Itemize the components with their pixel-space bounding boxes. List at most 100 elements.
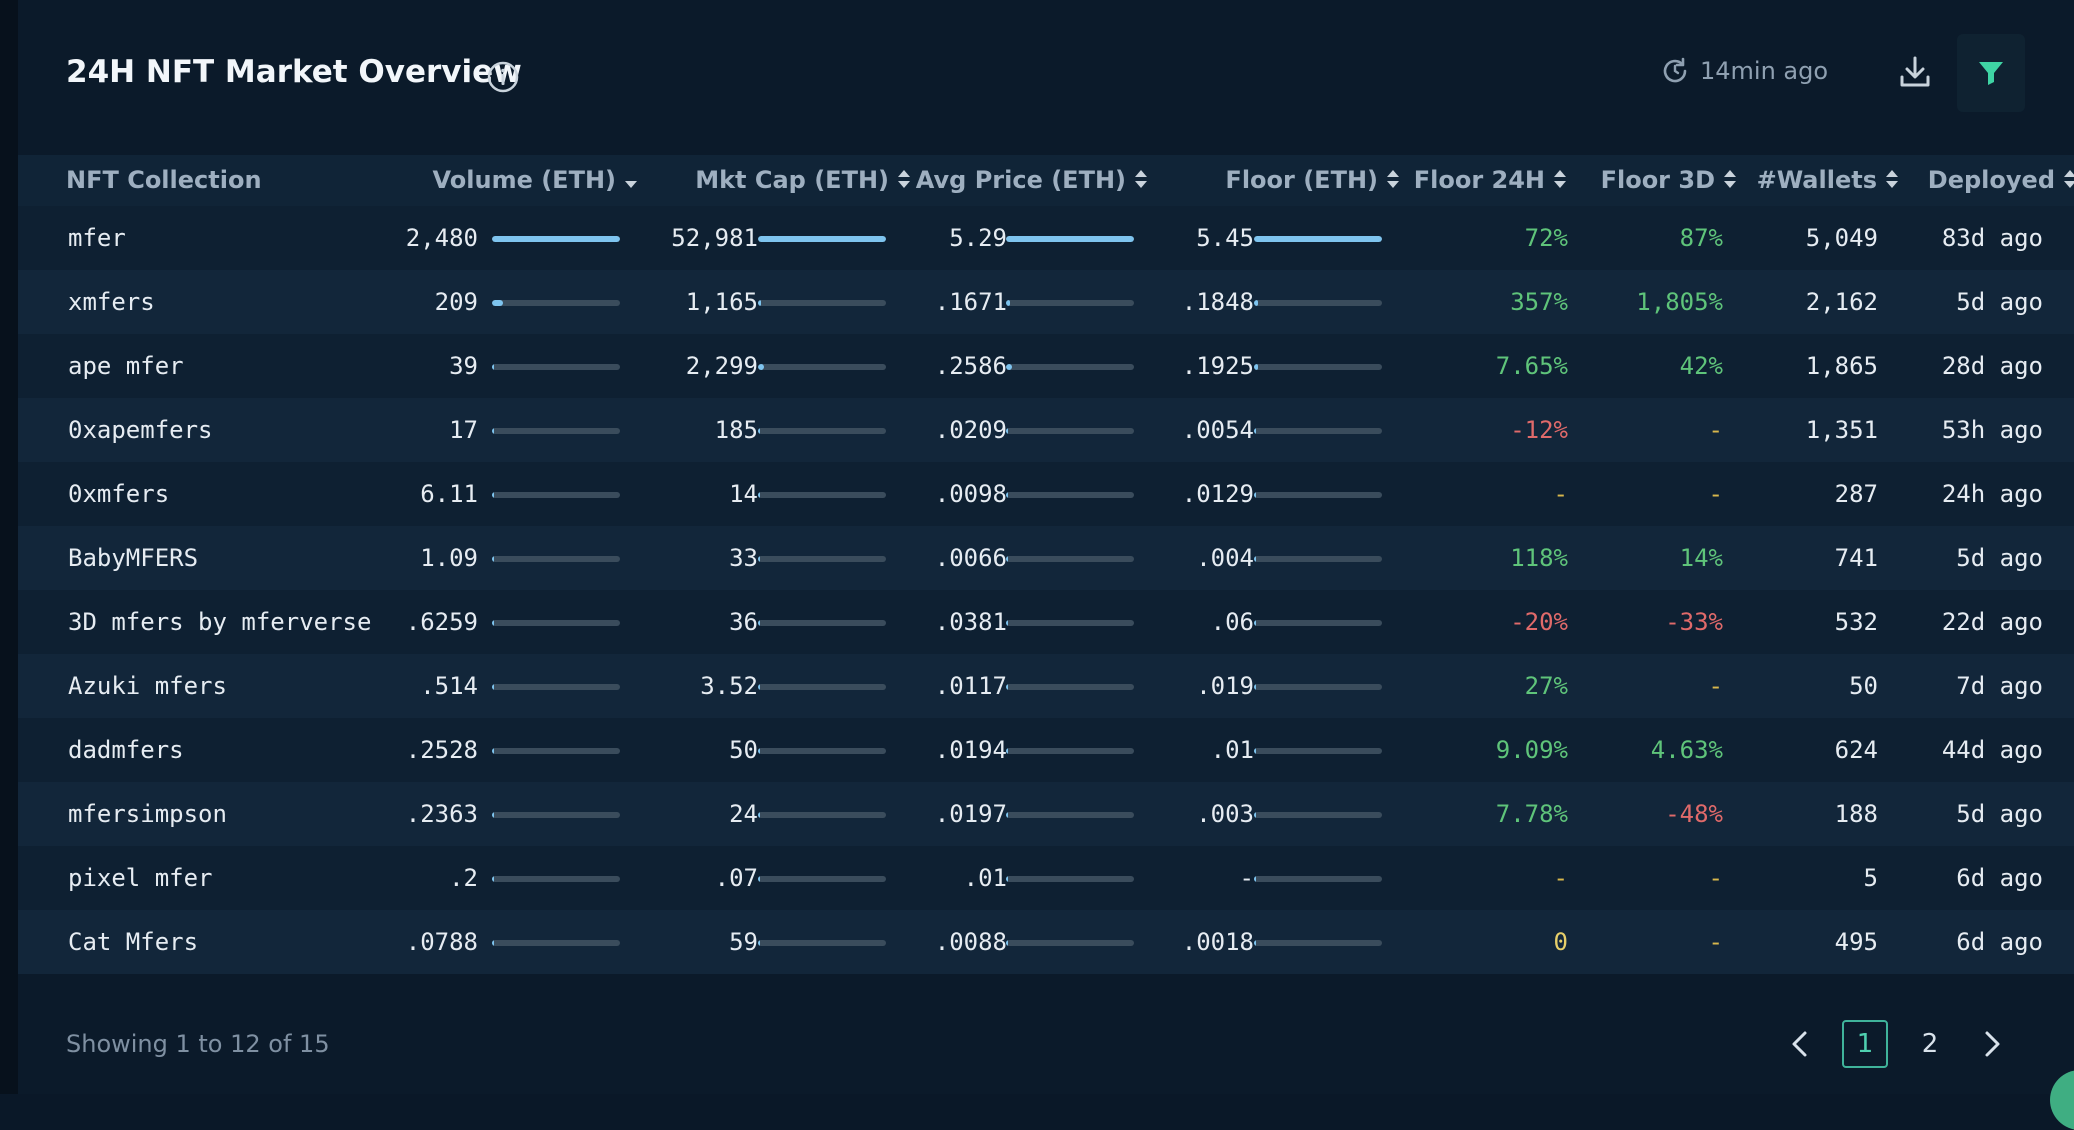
mktcap-bar-fill (758, 812, 760, 818)
volume-bar (492, 812, 620, 818)
cell-wallets: 2,162 (1805, 288, 1878, 316)
cell-name[interactable]: dadmfers (68, 736, 184, 764)
mktcap-bar (758, 492, 886, 498)
download-icon[interactable] (1895, 52, 1935, 92)
cell-volume: .0788 (405, 928, 478, 956)
page-1-button[interactable]: 1 (1842, 1020, 1888, 1068)
filter-button[interactable] (1957, 34, 2025, 112)
cell-f24: -12% (1510, 416, 1568, 444)
page-2-button[interactable]: 2 (1921, 1029, 1939, 1059)
cell-mktcap: 50 (729, 736, 758, 764)
cell-name[interactable]: 0xmfers (68, 480, 170, 508)
floor-bar (1254, 812, 1382, 818)
cell-name[interactable]: BabyMFERS (68, 544, 199, 572)
cell-avg: .0066 (934, 544, 1007, 572)
cell-deployed: 22d ago (1941, 608, 2043, 636)
column-header-4[interactable]: Floor (ETH) (1018, 155, 1400, 206)
mktcap-bar-fill (758, 748, 760, 754)
avg-bar (1006, 492, 1134, 498)
floor-bar-fill (1254, 300, 1259, 306)
floor-bar (1254, 620, 1382, 626)
volume-bar (492, 876, 620, 882)
column-header-1[interactable]: Volume (ETH) (318, 155, 638, 206)
column-header-2[interactable]: Mkt Cap (ETH) (578, 155, 911, 206)
avg-bar-fill (1006, 236, 1134, 242)
left-edge (0, 0, 18, 1094)
cell-avg: .0194 (934, 736, 1007, 764)
refresh-status[interactable]: 14min ago (1660, 56, 1828, 86)
cell-f24: 7.65% (1495, 352, 1568, 380)
cell-name[interactable]: pixel mfer (68, 864, 213, 892)
cell-f3d: - (1708, 672, 1723, 700)
table-row[interactable]: Azuki mfers .514 3.52 .0117 .019 27% - 50 7d ago (18, 654, 2074, 718)
cell-name[interactable]: mfersimpson (68, 800, 227, 828)
cell-mktcap: 2,299 (685, 352, 758, 380)
floor-bar-fill (1254, 364, 1259, 370)
floor-bar (1254, 556, 1382, 562)
cell-avg: .01 (963, 864, 1007, 892)
cell-f24: 357% (1510, 288, 1568, 316)
chevron-right-icon (1985, 1031, 2000, 1057)
mktcap-bar (758, 620, 886, 626)
floor-bar (1254, 940, 1382, 946)
cell-volume: .514 (420, 672, 478, 700)
info-icon[interactable] (486, 60, 520, 94)
column-header-7[interactable]: #Wallets (1658, 155, 1899, 206)
avg-bar (1006, 876, 1134, 882)
column-header-8[interactable]: Deployed (1858, 155, 2074, 206)
volume-bar (492, 492, 620, 498)
cell-name[interactable]: mfer (68, 224, 126, 252)
table-row[interactable]: ape mfer 39 2,299 .2586 .1925 7.65% 42% 1,865 28… (18, 334, 2074, 398)
cell-wallets: 188 (1834, 800, 1878, 828)
cell-avg: 5.29 (949, 224, 1007, 252)
volume-bar (492, 748, 620, 754)
cell-name[interactable]: Azuki mfers (68, 672, 227, 700)
table-row[interactable]: pixel mfer .2 .07 .01 - - - 5 6d ago (18, 846, 2074, 910)
mktcap-bar-fill (758, 876, 760, 882)
table-row[interactable]: Cat Mfers .0788 59 .0088 .0018 0 - 495 6d ago (18, 910, 2074, 974)
chevron-left-icon (1792, 1031, 1807, 1057)
cell-name[interactable]: Cat Mfers (68, 928, 199, 956)
cell-floor: .1848 (1181, 288, 1254, 316)
table-row[interactable]: xmfers 209 1,165 .1671 .1848 357% 1,805% 2,162 5… (18, 270, 2074, 334)
floor-bar-fill (1254, 428, 1256, 434)
avg-bar-fill (1006, 300, 1011, 306)
column-header-label: #Wallets (1756, 166, 1877, 194)
table-header: NFT Collection Volume (ETH) Mkt Cap (ETH) A… (18, 155, 2074, 206)
mktcap-bar-fill (758, 492, 760, 498)
volume-bar (492, 428, 620, 434)
table-row[interactable]: BabyMFERS 1.09 33 .0066 .004 118% 14% 741 5d ago (18, 526, 2074, 590)
cell-wallets: 287 (1834, 480, 1878, 508)
cell-f24: 7.78% (1495, 800, 1568, 828)
table-row[interactable]: 0xmfers 6.11 14 .0098 .0129 - - 287 24h ago (18, 462, 2074, 526)
floor-bar-fill (1254, 620, 1256, 626)
cell-name[interactable]: xmfers (68, 288, 155, 316)
table-row[interactable]: mfersimpson .2363 24 .0197 .003 7.78% -48% 188 5… (18, 782, 2074, 846)
floor-bar-fill (1254, 492, 1256, 498)
column-header-6[interactable]: Floor 3D (1518, 155, 1737, 206)
volume-bar-fill (492, 300, 503, 306)
cell-name[interactable]: 3D mfers by mferverse (68, 608, 372, 636)
table-row[interactable]: 0xapemfers 17 185 .0209 .0054 -12% - 1,351 53h a… (18, 398, 2074, 462)
cell-volume: 39 (449, 352, 478, 380)
avg-bar-fill (1006, 620, 1008, 626)
sort-icon (2064, 170, 2074, 188)
cell-floor: - (1239, 864, 1254, 892)
next-page-button[interactable] (1972, 1020, 2012, 1068)
mktcap-bar-fill (758, 236, 886, 242)
table-row[interactable]: mfer 2,480 52,981 5.29 5.45 72% 87% 5,049 83d ag… (18, 206, 2074, 270)
cell-deployed: 44d ago (1941, 736, 2043, 764)
cell-name[interactable]: 0xapemfers (68, 416, 213, 444)
cell-mktcap: 59 (729, 928, 758, 956)
cell-name[interactable]: ape mfer (68, 352, 184, 380)
table-row[interactable]: dadmfers .2528 50 .0194 .01 9.09% 4.63% 624 44d … (18, 718, 2074, 782)
cell-mktcap: 52,981 (671, 224, 758, 252)
avg-bar (1006, 684, 1134, 690)
column-header-3[interactable]: Avg Price (ETH) (818, 155, 1148, 206)
volume-bar-fill (492, 236, 620, 242)
column-header-5[interactable]: Floor 24H (1348, 155, 1567, 206)
column-header-label: NFT Collection (66, 166, 262, 194)
prev-page-button[interactable] (1780, 1020, 1820, 1068)
table-row[interactable]: 3D mfers by mferverse .6259 36 .0381 .06 -20%… (18, 590, 2074, 654)
volume-bar-fill (492, 748, 494, 754)
